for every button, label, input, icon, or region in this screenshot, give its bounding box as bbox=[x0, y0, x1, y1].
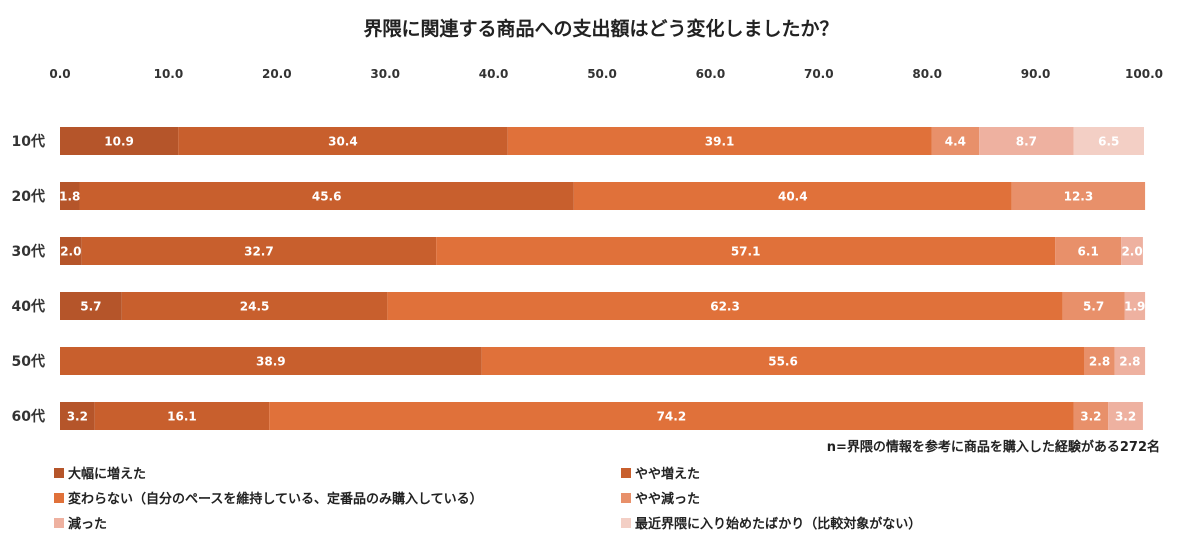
bar-segment bbox=[1062, 292, 1125, 320]
legend-swatch bbox=[54, 468, 64, 478]
legend-label: 最近界隈に入り始めたばかり（比較対象がない） bbox=[635, 516, 921, 532]
x-tick-label: 100.0 bbox=[1125, 67, 1163, 81]
bar-segment bbox=[481, 347, 1085, 375]
legend-label: 変わらない（自分のペースを維持している、定番品のみ購入している） bbox=[68, 491, 483, 507]
sample-note: n=界隈の情報を参考に商品を購入した経験がある272名 bbox=[827, 439, 1160, 455]
data-label: 16.1 bbox=[167, 410, 197, 424]
category-label: 20代 bbox=[12, 188, 45, 205]
bar-segment bbox=[60, 127, 179, 155]
x-tick-label: 80.0 bbox=[912, 67, 942, 81]
data-label: 1.9 bbox=[1124, 300, 1145, 314]
bar-segment bbox=[60, 237, 82, 265]
bar-segment bbox=[1108, 402, 1143, 430]
bar-segment bbox=[79, 182, 574, 210]
bar-segment bbox=[979, 127, 1074, 155]
bar-segment bbox=[1073, 402, 1109, 430]
data-label: 45.6 bbox=[312, 190, 342, 204]
data-label: 1.8 bbox=[59, 190, 80, 204]
bar-segment bbox=[60, 402, 95, 430]
data-label: 3.2 bbox=[1080, 410, 1101, 424]
x-tick-label: 40.0 bbox=[479, 67, 509, 81]
category-label: 30代 bbox=[12, 243, 45, 260]
x-tick-label: 30.0 bbox=[370, 67, 400, 81]
category-labels: 10代 20代 30代 40代 50代 60代 bbox=[12, 133, 45, 425]
bar-segment bbox=[1073, 127, 1144, 155]
legend-swatch bbox=[621, 493, 631, 503]
x-tick-label: 90.0 bbox=[1021, 67, 1051, 81]
legend-swatch bbox=[621, 468, 631, 478]
data-label: 55.6 bbox=[768, 355, 798, 369]
bars: 10.9 30.4 39.1 4.4 8.7 6.5 1.8 45.6 40.4 12.3 2.0 3… bbox=[59, 127, 1145, 430]
legend-label: 大幅に増えた bbox=[68, 466, 146, 482]
data-label: 2.8 bbox=[1089, 355, 1110, 369]
legend-label: やや減った bbox=[635, 491, 700, 507]
bar-segment bbox=[1114, 347, 1146, 375]
bar-segment bbox=[573, 182, 1012, 210]
data-label: 39.1 bbox=[705, 135, 735, 149]
chart-title: 界隈に関連する商品への支出額はどう変化しましたか？ bbox=[363, 17, 838, 40]
legend-label: やや増えた bbox=[635, 466, 700, 482]
bar-segment bbox=[94, 402, 270, 430]
legend: 大幅に増えた やや増えた変わらない（自分のペースを維持している、定番品のみ購入して… bbox=[54, 466, 921, 532]
bar-segment bbox=[507, 127, 932, 155]
bar-segment bbox=[1011, 182, 1146, 210]
legend-swatch bbox=[54, 493, 64, 503]
data-label: 2.0 bbox=[1121, 245, 1142, 259]
data-label: 38.9 bbox=[256, 355, 286, 369]
data-label: 2.0 bbox=[60, 245, 81, 259]
data-label: 40.4 bbox=[778, 190, 808, 204]
x-tick-label: 10.0 bbox=[154, 67, 184, 81]
data-label: 10.9 bbox=[104, 135, 134, 149]
bar-segment bbox=[1121, 237, 1143, 265]
bar-segment bbox=[436, 237, 1056, 265]
data-label: 32.7 bbox=[244, 245, 274, 259]
data-label: 12.3 bbox=[1064, 190, 1094, 204]
x-tick-label: 70.0 bbox=[804, 67, 834, 81]
data-label: 57.1 bbox=[731, 245, 761, 259]
data-label: 62.3 bbox=[710, 300, 740, 314]
data-label: 6.5 bbox=[1098, 135, 1119, 149]
x-tick-label: 20.0 bbox=[262, 67, 292, 81]
data-label: 74.2 bbox=[657, 410, 687, 424]
bar-segment bbox=[387, 292, 1063, 320]
data-label: 2.8 bbox=[1119, 355, 1140, 369]
data-label: 8.7 bbox=[1016, 135, 1037, 149]
data-label: 3.2 bbox=[67, 410, 88, 424]
data-label: 4.4 bbox=[945, 135, 966, 149]
bar-segment bbox=[1124, 292, 1146, 320]
bar-segment bbox=[81, 237, 437, 265]
data-label: 24.5 bbox=[240, 300, 270, 314]
data-label: 3.2 bbox=[1115, 410, 1136, 424]
bar-segment bbox=[1055, 237, 1122, 265]
data-label: 30.4 bbox=[328, 135, 358, 149]
bar-segment bbox=[178, 127, 508, 155]
category-label: 40代 bbox=[12, 298, 45, 315]
data-label: 5.7 bbox=[80, 300, 101, 314]
bar-segment bbox=[121, 292, 388, 320]
bar-segment bbox=[1084, 347, 1115, 375]
data-label: 6.1 bbox=[1078, 245, 1099, 259]
data-label: 5.7 bbox=[1083, 300, 1104, 314]
x-tick-label: 0.0 bbox=[49, 67, 70, 81]
bar-segment bbox=[60, 182, 80, 210]
legend-swatch bbox=[621, 518, 631, 528]
bar-segment bbox=[931, 127, 980, 155]
bar-segment bbox=[60, 347, 482, 375]
legend-swatch bbox=[54, 518, 64, 528]
legend-label: 減った bbox=[68, 516, 107, 532]
x-axis-ticks: 0.0 10.0 20.0 30.0 40.0 50.0 60.0 70.0 80.0 90.0 1… bbox=[49, 67, 1163, 81]
category-label: 50代 bbox=[12, 353, 45, 370]
bar-segment bbox=[269, 402, 1074, 430]
x-tick-label: 50.0 bbox=[587, 67, 617, 81]
bar-segment bbox=[60, 292, 122, 320]
x-tick-label: 60.0 bbox=[696, 67, 726, 81]
category-label: 10代 bbox=[12, 133, 45, 150]
category-label: 60代 bbox=[12, 408, 45, 425]
